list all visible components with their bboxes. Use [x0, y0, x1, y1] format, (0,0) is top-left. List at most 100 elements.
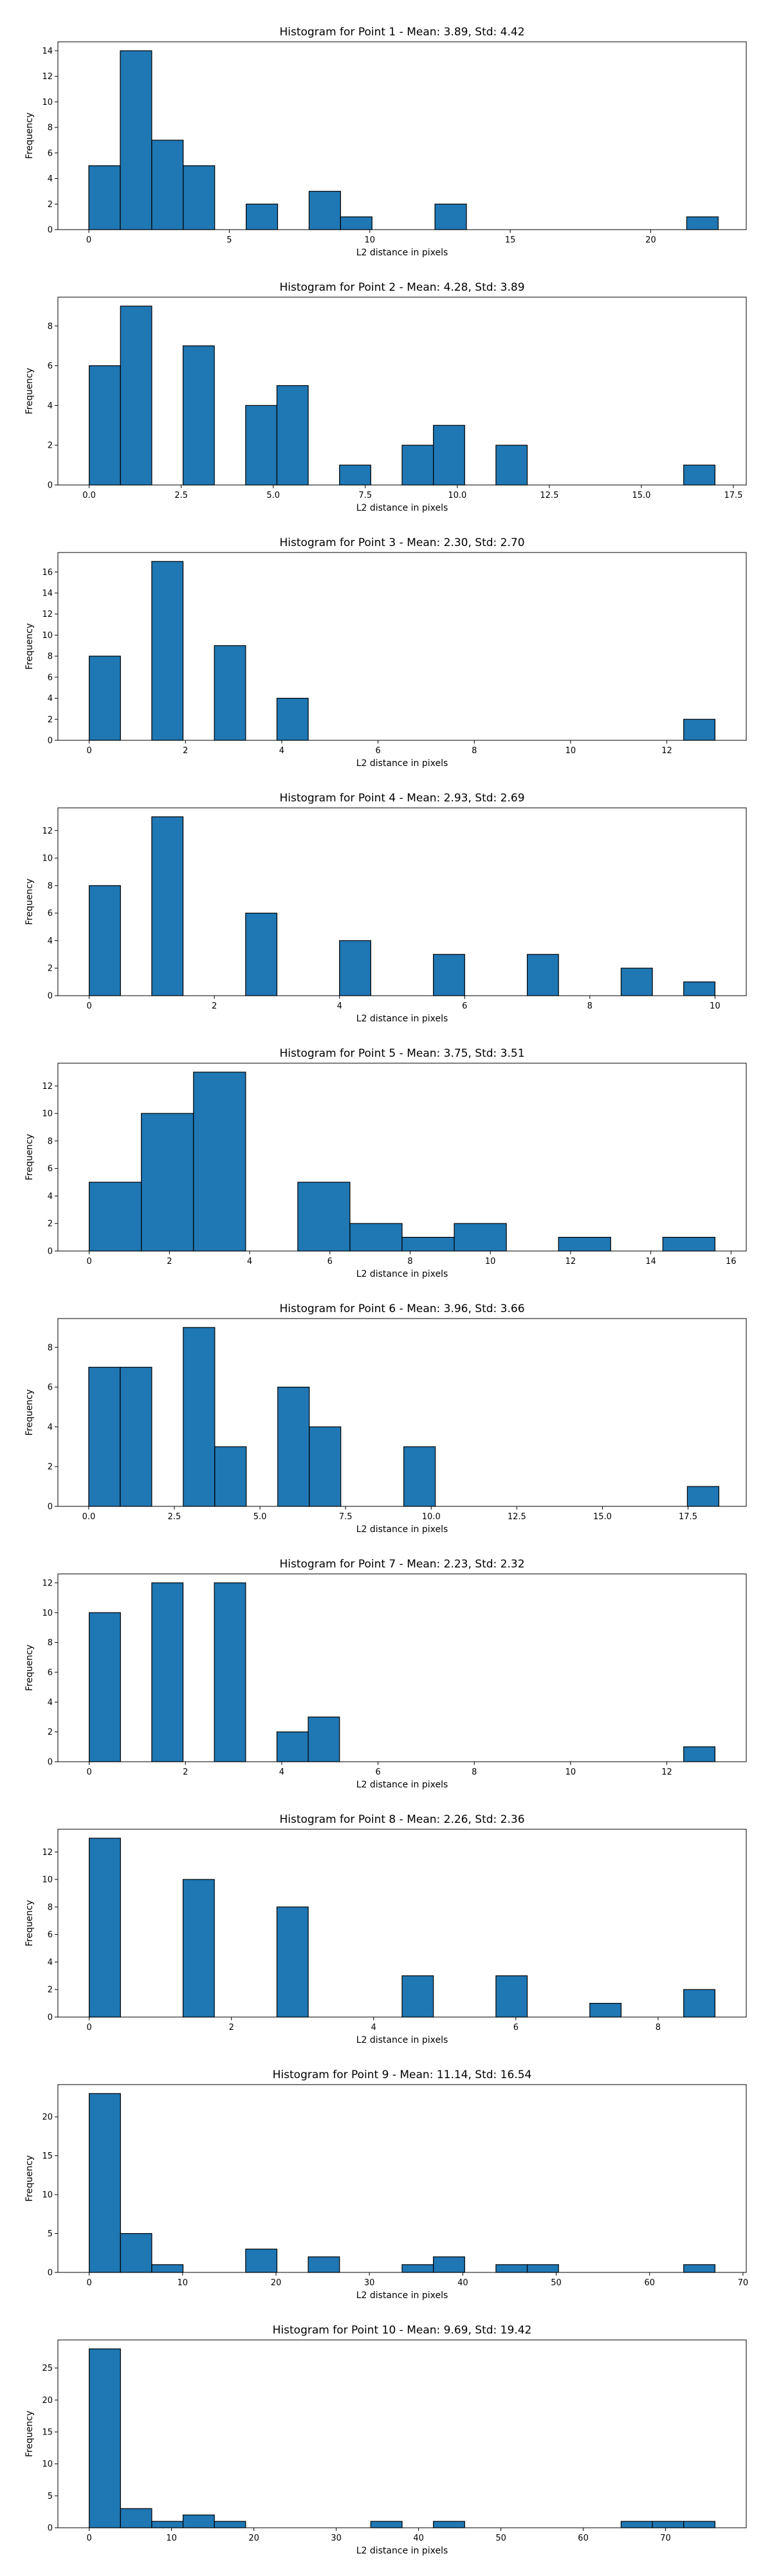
x-axis-ticks: 0 10 20 30 40 50 60 70: [86, 2528, 671, 2543]
x-tick-label: 0: [86, 1768, 91, 1777]
histogram-bar: [683, 1989, 715, 2018]
x-tick-label: 0: [86, 1001, 91, 1011]
x-tick-label: 2: [229, 2023, 234, 2032]
y-tick-label: 4: [48, 936, 53, 946]
histogram-bar: [683, 464, 715, 486]
y-tick-label: 0: [48, 481, 53, 491]
x-tick-label: 10.0: [448, 491, 466, 500]
y-axis-label: Frequency: [24, 113, 35, 159]
y-tick-label: 6: [48, 1930, 53, 1940]
bars: [89, 561, 715, 741]
bars: [89, 306, 715, 486]
histogram-bar: [309, 1426, 342, 1507]
histogram-bar: [370, 2521, 403, 2528]
x-tick-label: 6: [513, 2023, 519, 2032]
x-tick-label: 6: [327, 1257, 333, 1266]
histogram-bar: [686, 216, 719, 230]
y-axis-label: Frequency: [24, 368, 35, 414]
histogram-bar: [558, 1237, 611, 1252]
histogram-bar: [214, 645, 246, 741]
axes-frame: [57, 2339, 747, 2528]
axes-frame: [57, 41, 747, 230]
x-tick-label: 8: [656, 2023, 661, 2032]
y-tick-label: 12: [42, 1578, 53, 1588]
histogram-bar: [88, 165, 121, 230]
x-axis-label: L2 distance in pixels: [356, 1269, 448, 1279]
histogram-bar: [434, 203, 467, 230]
x-tick-label: 20: [645, 235, 656, 245]
histogram-bar: [526, 954, 559, 996]
y-axis-ticks: 0 2 4 6 8 10 12: [42, 827, 58, 1001]
y-tick-label: 2: [48, 1219, 53, 1229]
y-axis-ticks: 0 2 4 6 8 10 12: [42, 1082, 58, 1257]
chart-title: Histogram for Point 5 - Mean: 3.75, Std:…: [279, 1047, 524, 1060]
x-tick-label: 10: [710, 1001, 721, 1011]
y-tick-label: 12: [42, 827, 53, 836]
y-tick-label: 6: [48, 673, 53, 682]
x-tick-label: 15: [505, 235, 516, 245]
y-tick-label: 15: [42, 2151, 53, 2161]
y-tick-label: 10: [42, 98, 53, 107]
y-tick-label: 0: [48, 226, 53, 235]
histogram-bar: [683, 2521, 715, 2528]
histogram-bar: [214, 2521, 246, 2528]
x-axis-label: L2 distance in pixels: [356, 503, 448, 513]
histogram-bar: [683, 982, 715, 996]
bars: [89, 2348, 715, 2528]
y-tick-label: 4: [48, 694, 53, 704]
x-tick-label: 15.0: [632, 491, 650, 500]
y-tick-label: 10: [42, 1110, 53, 1119]
histogram-bar: [349, 1223, 403, 1252]
y-tick-label: 2: [48, 200, 53, 210]
x-axis-label: L2 distance in pixels: [356, 758, 448, 769]
y-axis-label: Frequency: [24, 623, 35, 670]
bars: [89, 2093, 715, 2273]
y-axis-ticks: 0 5 10 15 20: [42, 2113, 58, 2278]
histogram-bar: [89, 1182, 142, 1252]
y-tick-label: 20: [42, 2396, 53, 2406]
x-tick-label: 0: [86, 2023, 91, 2032]
y-tick-label: 4: [48, 174, 53, 184]
y-axis-label: Frequency: [24, 1900, 35, 1946]
x-tick-label: 4: [279, 746, 284, 756]
histogram-bar: [589, 2003, 622, 2018]
histogram-bar: [662, 1237, 715, 1252]
y-tick-label: 0: [48, 2524, 53, 2534]
histogram-bar: [89, 885, 121, 996]
histogram-bar: [151, 561, 184, 741]
y-tick-label: 6: [48, 909, 53, 918]
x-axis-label: L2 distance in pixels: [356, 2546, 448, 2556]
histogram-bar: [88, 1367, 121, 1507]
x-tick-label: 7.5: [339, 1512, 353, 1522]
histogram-bar: [454, 1223, 507, 1252]
y-axis-ticks: 0 2 4 6 8 10 12: [42, 1848, 58, 2023]
y-tick-label: 6: [48, 1164, 53, 1174]
x-tick-label: 70: [660, 2534, 671, 2543]
x-tick-label: 4: [247, 1257, 252, 1266]
histogram-bar: [308, 2256, 340, 2273]
histogram-bar: [120, 306, 152, 486]
histogram-panel-1: 0 5 10 15 20 0 2 4 6 8 10 12 14 Histogram for Point 1…: [24, 26, 747, 258]
histogram-bar: [683, 2264, 715, 2273]
y-tick-label: 25: [42, 2364, 53, 2373]
x-axis-label: L2 distance in pixels: [356, 2290, 448, 2301]
y-tick-label: 8: [48, 1137, 53, 1146]
x-tick-label: 60: [644, 2278, 655, 2288]
histogram-bar: [120, 2508, 152, 2528]
histogram-bar: [401, 1975, 434, 2018]
histogram-bar: [193, 1072, 246, 1252]
y-tick-label: 20: [42, 2113, 53, 2123]
y-tick-label: 10: [42, 1876, 53, 1885]
histogram-bar: [276, 1731, 309, 1762]
axes-frame: [57, 807, 747, 996]
y-tick-label: 8: [48, 322, 53, 331]
histogram-bar: [214, 1446, 247, 1507]
histogram-bar: [120, 1367, 152, 1507]
histogram-bar: [182, 1879, 215, 2018]
histogram-panel-6: 0.0 2.5 5.0 7.5 10.0 12.5 15.0 17.5 0 2 4 6 8 Histogr…: [24, 1302, 747, 1535]
x-tick-label: 8: [472, 1768, 477, 1777]
x-tick-label: 50: [495, 2534, 506, 2543]
histogram-bar: [89, 655, 121, 741]
x-tick-label: 6: [375, 1768, 380, 1777]
y-tick-label: 14: [42, 46, 53, 56]
